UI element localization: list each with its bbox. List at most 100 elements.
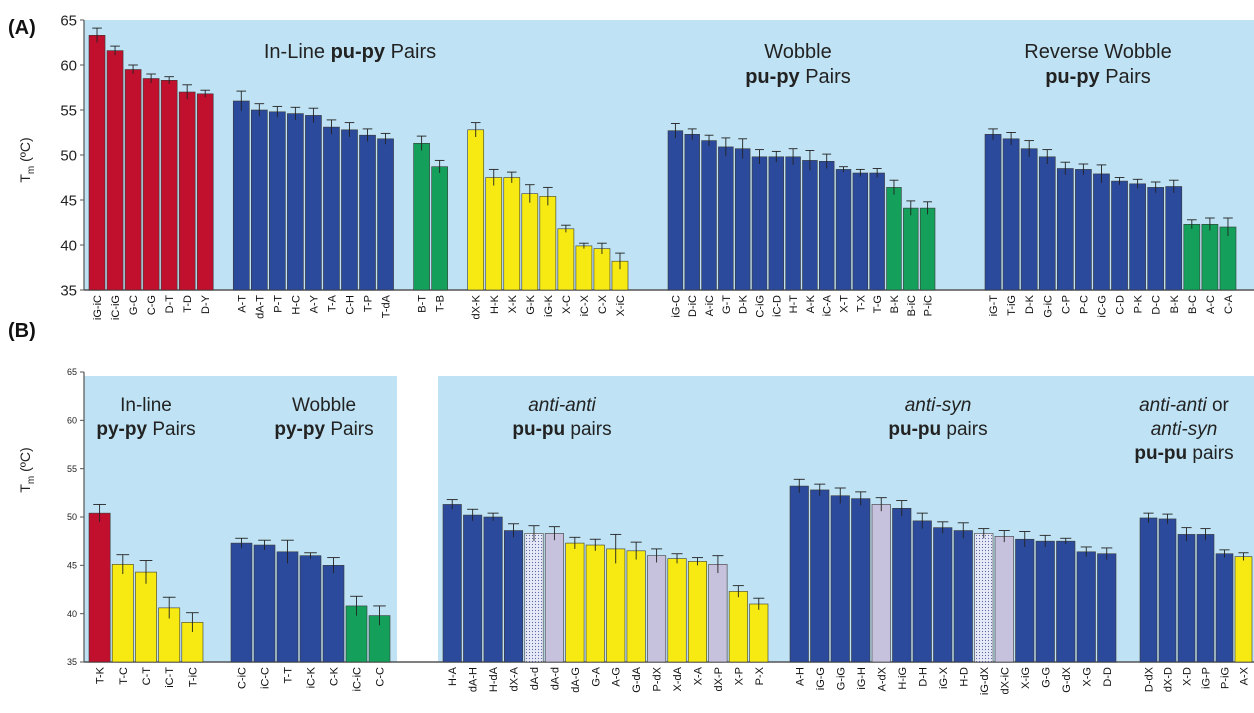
- bar-T-G: [869, 172, 885, 291]
- bar-P-C: [1075, 169, 1092, 291]
- y-tick-label: 65: [67, 367, 77, 377]
- x-tick-label: X-P: [733, 667, 745, 685]
- x-tick-label: dA-d: [529, 667, 541, 690]
- bar-H-K: [485, 177, 503, 291]
- x-tick-label: H-iG: [897, 667, 909, 690]
- bar-dX-K: [467, 129, 485, 291]
- x-tick-label: P-iC: [923, 295, 935, 316]
- bar-G-T: [718, 146, 734, 291]
- group-title: anti-syn: [1151, 419, 1218, 440]
- bar-A-X: [1234, 556, 1253, 663]
- x-tick-label: T-C: [118, 667, 130, 685]
- bar-C-iC: [230, 542, 253, 663]
- group-title: pu-pu pairs: [512, 419, 611, 440]
- x-tick-label: A-G: [611, 667, 623, 687]
- x-tick-label: D-D: [1102, 667, 1114, 687]
- bar-dX-A: [504, 530, 524, 663]
- x-tick-label: iC-A: [822, 294, 834, 316]
- bar-P-iG: [1215, 553, 1234, 663]
- bar-dA-d: [544, 533, 564, 663]
- x-tick-label: X-G: [1081, 667, 1093, 687]
- x-tick-label: A-K: [805, 294, 817, 313]
- x-tick-label: iC-G: [1096, 295, 1108, 318]
- bar-X-dA: [667, 558, 687, 663]
- x-tick-label: D-H: [917, 667, 929, 687]
- y-tick-label: 50: [67, 512, 77, 522]
- bar-D-T: [160, 80, 178, 291]
- panel-label: (B): [8, 320, 36, 342]
- x-tick-label: iC-T: [164, 667, 176, 688]
- x-tick-label: iG-T: [988, 295, 1000, 317]
- x-tick-label: B-K: [889, 294, 901, 313]
- x-tick-label: H-D: [958, 667, 970, 687]
- x-tick-label: C-H: [344, 295, 356, 315]
- x-tick-label: dX-iC: [999, 667, 1011, 695]
- x-tick-label: D-iC: [687, 295, 699, 317]
- group-title: Wobble: [764, 41, 831, 63]
- bar-dA-T: [251, 109, 268, 291]
- bar-B-T: [413, 143, 430, 291]
- bar-D-K: [1020, 148, 1038, 291]
- x-tick-label: B-C: [1187, 295, 1199, 314]
- x-tick-label: iC-C: [260, 667, 272, 689]
- bar-C-iG: [751, 156, 768, 291]
- panel-a: 35 40 45 50 55 60 65 (A) Tm (ºC) iG-iC iC-iG G-C C-G…: [8, 12, 1254, 320]
- bar-H-D: [953, 530, 973, 663]
- x-tick-label: G-G: [1040, 667, 1052, 688]
- y-tick-label: 55: [67, 464, 77, 474]
- bar-A-C: [1201, 224, 1219, 291]
- y-tick-label: 65: [60, 12, 77, 29]
- bar-iG-dX: [974, 533, 994, 663]
- x-tick-label: P-X: [754, 666, 766, 685]
- x-tick-label: dA-G: [570, 667, 582, 693]
- bar-G-A: [585, 544, 605, 663]
- x-tick-label: C-A: [1223, 294, 1235, 314]
- x-tick-label: D-dX: [1144, 666, 1156, 692]
- group-title: pu-py Pairs: [1045, 66, 1151, 88]
- x-tick-label: iG-C: [670, 295, 682, 318]
- bar-X-G: [1076, 551, 1096, 663]
- bar-T-iG: [1002, 138, 1020, 291]
- bar-iG-T: [984, 134, 1002, 291]
- bar-G-dA: [626, 550, 646, 663]
- bar-B-K: [1165, 186, 1183, 291]
- x-tick-label: G-A: [590, 666, 602, 686]
- bar-D-dX: [1139, 517, 1158, 663]
- bar-G-K: [521, 193, 539, 291]
- y-tick-label: 60: [67, 415, 77, 425]
- x-tick-label: G-iC: [1042, 295, 1054, 318]
- bar-G-dX: [1056, 540, 1076, 663]
- bar-T-B: [431, 166, 448, 291]
- x-tick-label: D-Y: [200, 294, 212, 314]
- bar-A-iC: [701, 140, 717, 291]
- x-tick-label: iG-dX: [979, 666, 991, 695]
- bar-X-C: [557, 228, 575, 291]
- x-tick-label: C-X: [597, 294, 609, 314]
- panel-b: 35 40 45 50 55 60 65 (B) Tm (ºC) T-K T-C C-T iC-T T-i…: [8, 320, 1254, 695]
- bar-D-Y: [196, 93, 214, 291]
- x-tick-label: A-Y: [308, 294, 320, 313]
- y-tick-label: 45: [60, 192, 77, 209]
- x-tick-label: B-K: [1169, 294, 1181, 313]
- x-tick-label: iC-X: [579, 294, 591, 316]
- x-tick-label: X-T: [839, 295, 851, 313]
- x-tick-label: G-K: [525, 294, 537, 314]
- bar-iC-X: [575, 245, 593, 291]
- group-title: pu-pu pairs: [888, 419, 987, 440]
- x-tick-label: C-D: [1115, 295, 1127, 315]
- group-title: anti-anti: [528, 395, 596, 416]
- bar-iG-K: [539, 196, 557, 291]
- bar-A-H: [789, 485, 809, 663]
- y-tick-label: 40: [67, 609, 77, 619]
- x-tick-label: A-H: [794, 667, 806, 686]
- bar-P-iC: [919, 207, 936, 291]
- bar-A-Y: [305, 115, 322, 291]
- bar-P-K: [1129, 183, 1146, 291]
- x-tick-label: X-dA: [672, 666, 684, 691]
- bar-X-iG: [1015, 538, 1035, 663]
- x-tick-label: H-A: [447, 666, 459, 686]
- bar-T-X: [852, 172, 869, 291]
- bar-B-K: [886, 187, 902, 291]
- x-tick-label: P-C: [1078, 295, 1090, 314]
- y-axis-label: Tm (ºC): [17, 447, 37, 492]
